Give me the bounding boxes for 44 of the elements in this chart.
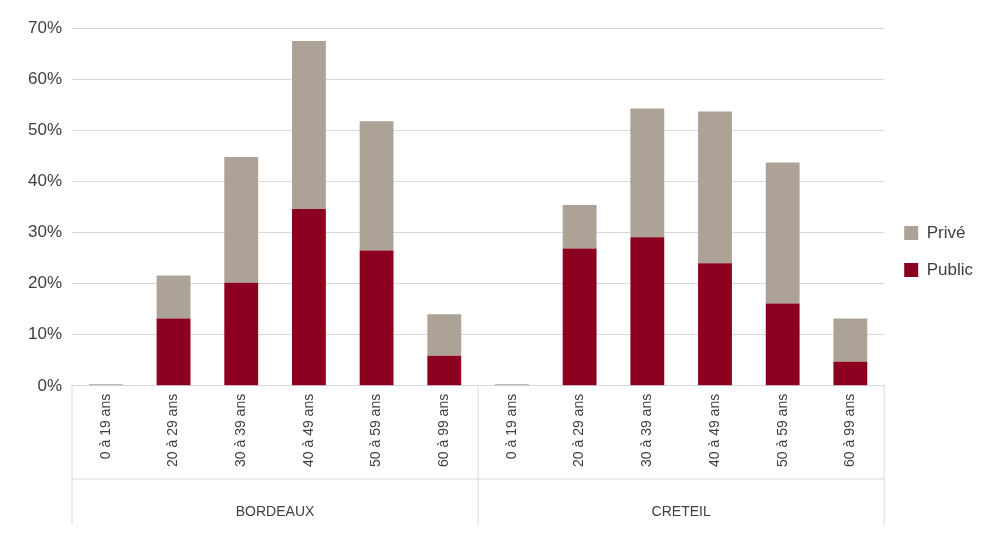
x-tick-label: 50 à 59 ans xyxy=(773,393,790,467)
bar xyxy=(156,275,191,319)
bar xyxy=(359,121,394,251)
x-tick-label: 30 à 39 ans xyxy=(638,393,655,467)
legend-label: Privé xyxy=(926,222,966,242)
bar xyxy=(630,237,665,386)
bar xyxy=(156,318,191,386)
y-tick-label: 0% xyxy=(37,375,63,395)
bar xyxy=(224,156,259,283)
bar xyxy=(765,162,800,304)
x-tick-label: 50 à 59 ans xyxy=(367,393,384,467)
y-tick-label: 20% xyxy=(27,273,63,293)
bar xyxy=(562,204,597,249)
bar xyxy=(224,282,259,386)
x-tick-label: 40 à 49 ans xyxy=(705,393,722,467)
x-tick-label: 0 à 19 ans xyxy=(96,393,113,460)
y-tick-label: 30% xyxy=(27,222,63,242)
x-tick-label: 30 à 39 ans xyxy=(232,393,249,467)
bar xyxy=(698,263,732,386)
text: BORDEAUX xyxy=(235,503,316,520)
y-tick-label: 70% xyxy=(27,17,63,37)
x-tick-label: 20 à 29 ans xyxy=(164,393,181,467)
bar xyxy=(427,355,462,386)
bar xyxy=(630,108,665,238)
legend-label: Public xyxy=(926,259,974,279)
bar xyxy=(291,40,326,210)
y-tick-label: 60% xyxy=(27,68,63,88)
x-tick-label: 0 à 19 ans xyxy=(502,393,519,460)
bar xyxy=(765,303,800,386)
x-tick-label: 40 à 49 ans xyxy=(299,393,316,467)
x-tick-label: 60 à 99 ans xyxy=(841,393,858,467)
bar xyxy=(359,250,394,386)
y-tick-label: 40% xyxy=(27,171,63,191)
bar xyxy=(427,314,462,356)
x-tick-label: 60 à 99 ans xyxy=(435,393,452,467)
bar xyxy=(833,361,868,386)
bar xyxy=(291,209,326,386)
y-tick-label: 50% xyxy=(27,120,63,140)
y-tick-label: 10% xyxy=(27,324,63,344)
bar xyxy=(698,111,732,264)
bar xyxy=(562,248,597,386)
x-tick-label: 20 à 29 ans xyxy=(570,393,587,467)
text: CRETEIL xyxy=(651,503,711,520)
bar xyxy=(833,318,868,362)
